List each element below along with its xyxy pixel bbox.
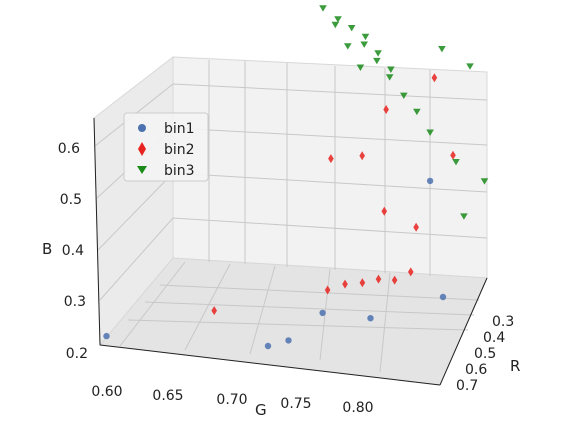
z-axis-label: B <box>42 240 52 258</box>
data-point-bin1 <box>319 309 326 317</box>
g-tick-label: 0.65 <box>152 388 183 404</box>
data-point-bin2 <box>324 285 331 295</box>
data-point-bin2 <box>359 151 365 161</box>
r-tick-label: 0.3 <box>492 314 514 330</box>
r-tick-label: 0.5 <box>474 346 496 362</box>
floor-pane <box>99 257 488 386</box>
g-tick-label: 0.70 <box>216 392 247 408</box>
data-point-bin3 <box>438 45 446 53</box>
data-point-bin3 <box>334 16 342 23</box>
z-axis-ticks: 0.2 0.3 0.4 0.5 0.6 <box>58 141 88 362</box>
g-tick-label: 0.60 <box>91 384 122 400</box>
data-point-bin1 <box>367 315 374 322</box>
data-point-bin3 <box>374 50 382 57</box>
data-points <box>103 5 489 350</box>
g-tick-label: 0.75 <box>280 396 311 412</box>
data-point-bin3 <box>452 158 460 166</box>
data-point-bin1 <box>264 342 272 350</box>
data-point-bin3 <box>356 64 365 71</box>
data-point-bin2 <box>391 275 398 285</box>
data-point-bin3 <box>400 92 408 99</box>
r-tick-label: 0.6 <box>465 362 487 378</box>
g-axis-ticks: 0.60 0.65 0.70 0.75 0.80 <box>91 384 373 416</box>
back-pane <box>172 56 488 279</box>
z-tick-label: 0.3 <box>64 294 86 310</box>
data-point-bin3 <box>466 63 474 70</box>
z-tick-label: 0.4 <box>62 243 84 259</box>
data-point-bin2 <box>381 206 388 216</box>
data-point-bin2 <box>328 154 334 164</box>
data-point-bin1 <box>426 177 434 185</box>
r-tick-label: 0.4 <box>483 330 505 346</box>
data-point-bin3 <box>413 108 421 116</box>
data-point-bin1 <box>439 293 447 301</box>
legend: bin1 bin2 bin3 <box>123 112 209 182</box>
z-tick-label: 0.6 <box>58 141 80 157</box>
g-tick-label: 0.80 <box>342 400 373 416</box>
r-axis-label: R <box>510 357 520 375</box>
legend-label-bin2: bin2 <box>164 142 195 158</box>
legend-label-bin3: bin3 <box>164 163 195 179</box>
data-point-bin2 <box>211 306 217 316</box>
data-point-bin2 <box>359 278 366 288</box>
data-point-bin3 <box>480 178 489 185</box>
legend-marker-bin2 <box>138 142 146 156</box>
data-point-bin2 <box>431 73 438 83</box>
data-point-bin3 <box>319 5 327 12</box>
data-point-bin3 <box>331 21 340 29</box>
g-axis-label: G <box>255 401 267 419</box>
z-tick-label: 0.5 <box>60 192 82 208</box>
legend-label-bin1: bin1 <box>164 121 195 137</box>
data-point-bin3 <box>347 24 356 32</box>
data-point-bin2 <box>375 274 382 284</box>
r-axis-ticks: 0.3 0.4 0.5 0.6 0.7 <box>456 314 514 394</box>
data-point-bin3 <box>344 43 352 50</box>
data-point-bin2 <box>342 279 348 289</box>
data-point-bin3 <box>460 213 468 220</box>
data-point-bin3 <box>387 66 395 73</box>
data-point-bin1 <box>285 337 292 344</box>
data-point-bin3 <box>373 57 381 65</box>
data-point-bin3 <box>360 41 369 48</box>
data-point-bin3 <box>385 74 394 81</box>
z-tick-label: 0.2 <box>66 346 88 362</box>
data-point-bin2 <box>407 267 414 277</box>
data-point-bin3 <box>426 129 434 136</box>
legend-marker-bin1 <box>138 124 146 132</box>
data-point-bin1 <box>103 332 110 340</box>
legend-marker-bin3 <box>137 166 147 174</box>
data-point-bin2 <box>383 105 389 114</box>
r-tick-label: 0.7 <box>456 378 478 394</box>
data-point-bin2 <box>450 150 456 160</box>
axis-edges <box>93 117 488 386</box>
data-point-bin2 <box>413 222 419 232</box>
data-point-bin3 <box>361 33 370 41</box>
